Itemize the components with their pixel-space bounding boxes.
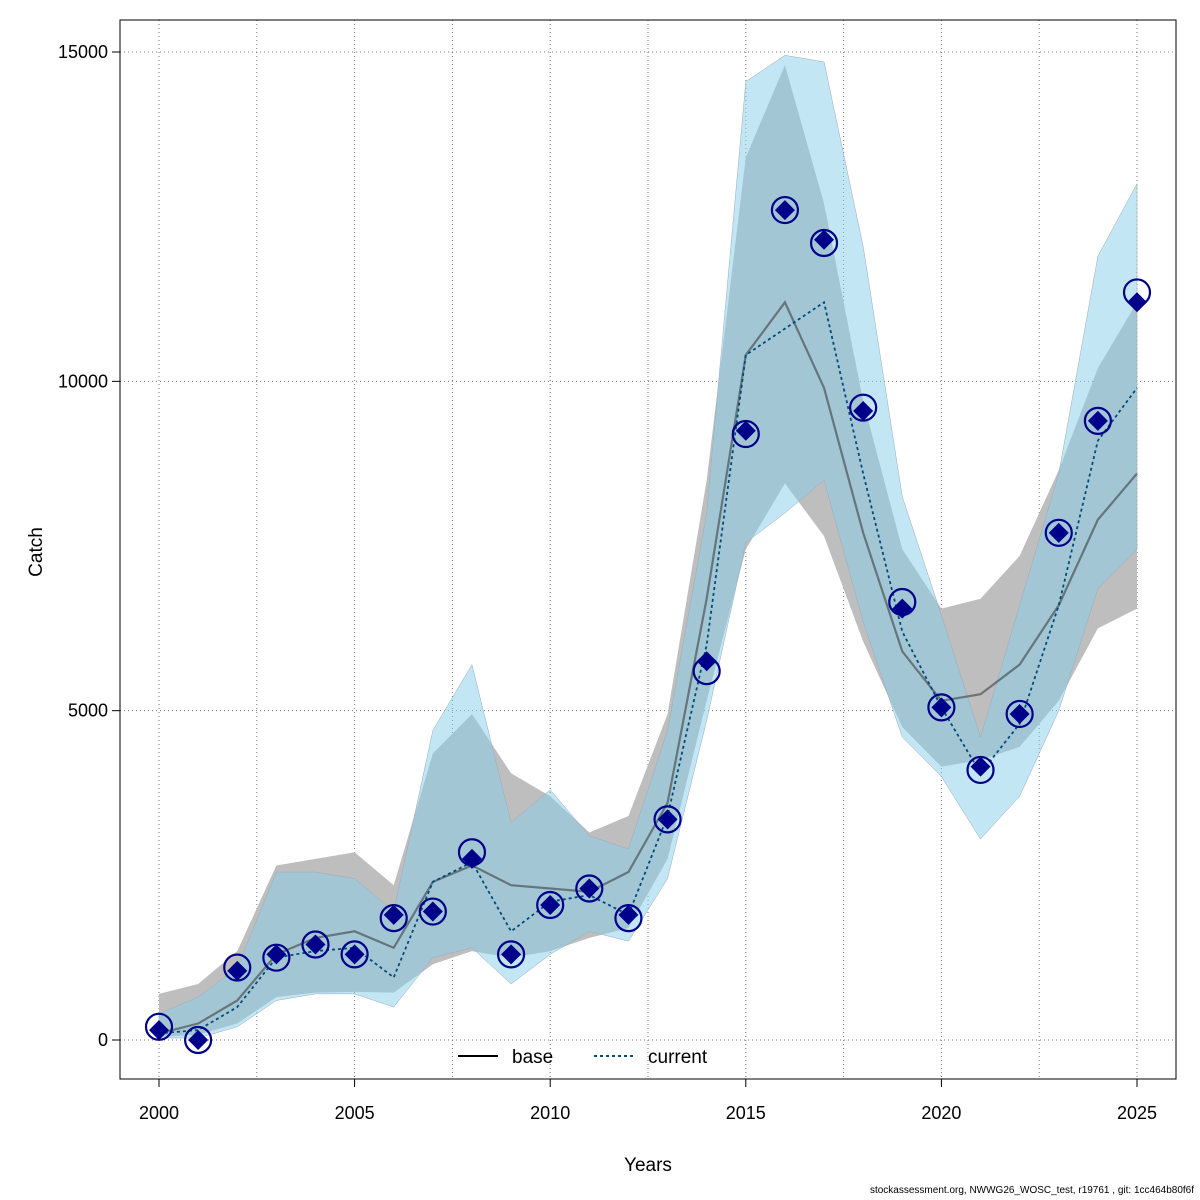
prediction-diamond-2003	[266, 944, 287, 965]
prediction-diamond-2014	[696, 651, 717, 672]
observation-circle-2017	[809, 228, 839, 258]
x-tick-label-2015: 2015	[726, 1103, 766, 1123]
observation-circle-2011	[575, 874, 604, 903]
observation-circle-2023	[1044, 518, 1073, 547]
observation-circle-2022	[1005, 699, 1034, 729]
y-tick-label-5000: 5000	[68, 701, 108, 721]
observation-circle-2005	[340, 940, 369, 969]
observation-circle-2004	[301, 930, 330, 959]
prediction-diamond-2023	[1048, 522, 1069, 543]
legend-label-current: current	[648, 1047, 708, 1068]
prediction-diamond-2005	[344, 944, 365, 965]
observation-circle-2020	[927, 693, 956, 722]
prediction-diamond-2015	[735, 420, 756, 441]
x-tick-label-2020: 2020	[921, 1103, 961, 1123]
prediction-diamond-2022	[1009, 703, 1030, 724]
observation-circle-2007	[418, 897, 447, 926]
observation-circle-2002	[223, 953, 252, 982]
observation-circle-2000	[144, 1012, 174, 1041]
prediction-diamond-2009	[501, 944, 522, 965]
prediction-diamond-2018	[853, 400, 874, 421]
observation-circle-2021	[966, 755, 995, 785]
observation-circle-2009	[496, 940, 526, 969]
prediction-diamond-2000	[149, 1020, 169, 1041]
legend-label-base: base	[512, 1047, 553, 1068]
x-axis-title: Years	[624, 1155, 672, 1176]
confidence-bands	[158, 55, 1138, 1039]
x-tick-label-2025: 2025	[1117, 1103, 1157, 1123]
observation-circle-2008	[457, 838, 487, 867]
observation-circle-2018	[849, 393, 878, 422]
prediction-diamond-2013	[657, 809, 678, 830]
observation-circle-2006	[379, 904, 408, 933]
observation-circle-2016	[770, 195, 800, 225]
x-tick-label-2005: 2005	[335, 1103, 375, 1123]
observation-circle-2001	[184, 1025, 213, 1055]
line-base	[158, 300, 1138, 1035]
prediction-diamond-2001	[188, 1030, 209, 1050]
observation-circle-2025	[1122, 278, 1152, 307]
observation-circle-2024	[1083, 406, 1112, 435]
y-axis-title: Catch	[26, 527, 47, 577]
legend: base current	[458, 1047, 708, 1068]
x-tick-label-2010: 2010	[530, 1103, 570, 1123]
observation-circle-2013	[653, 805, 682, 834]
line-current	[158, 300, 1138, 1035]
x-tick-label-2000: 2000	[139, 1103, 179, 1123]
prediction-diamond-2017	[814, 229, 835, 250]
band-current	[158, 55, 1138, 1039]
prediction-diamond-2016	[774, 200, 795, 221]
observation-circle-2012	[614, 904, 643, 933]
observation-circle-2014	[692, 657, 721, 686]
y-tick-label-0: 0	[98, 1030, 108, 1050]
prediction-diamond-2007	[422, 901, 443, 922]
x-axis-ticks: 2000 2005 2010 2015 2020 2025	[139, 1079, 1157, 1123]
observation-circle-2015	[731, 419, 760, 449]
y-axis-ticks: 0 5000 10000 15000	[58, 42, 120, 1050]
series-lines	[158, 300, 1138, 1035]
prediction-diamond-2010	[540, 894, 561, 915]
footer-credit: stockassessment.org, NWWG26_WOSC_test, r…	[869, 1185, 1194, 1196]
axes	[119, 20, 1176, 1080]
observation-circle-2019	[888, 587, 917, 617]
prediction-diamond-2025	[1127, 292, 1147, 313]
y-tick-label-15000: 15000	[58, 42, 108, 62]
prediction-diamond-2021	[970, 756, 991, 777]
catch-markers	[144, 195, 1152, 1055]
y-tick-label-10000: 10000	[58, 371, 108, 391]
prediction-diamond-2004	[305, 934, 326, 955]
prediction-diamond-2002	[227, 960, 248, 981]
prediction-diamond-2020	[931, 697, 952, 718]
observation-circle-2010	[536, 890, 565, 920]
prediction-diamond-2011	[579, 878, 600, 899]
observation-circle-2003	[262, 943, 291, 972]
prediction-diamond-2012	[618, 904, 639, 925]
prediction-diamond-2006	[383, 904, 404, 925]
prediction-diamond-2024	[1087, 410, 1108, 431]
